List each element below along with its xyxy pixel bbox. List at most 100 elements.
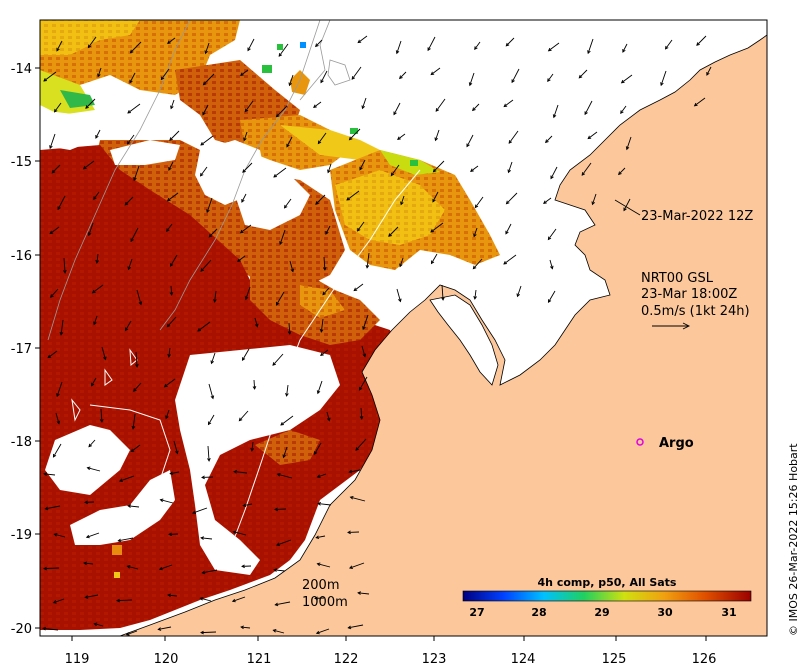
current-arrow-head [358, 386, 363, 391]
land-mass [119, 20, 767, 636]
current-arrow-head [254, 323, 259, 328]
current-arrow [360, 407, 363, 420]
current-arrow [43, 567, 60, 570]
current-arrow-head [157, 627, 162, 631]
current-arrow [314, 442, 322, 455]
current-arrow [313, 101, 322, 108]
current-arrow [275, 601, 291, 606]
current-arrow [621, 74, 633, 84]
current-arrow [353, 283, 364, 291]
depth-200-label: 200m [302, 578, 339, 593]
current-arrow [620, 105, 627, 114]
current-arrow [160, 499, 174, 504]
current-arrow-head [82, 165, 87, 170]
current-arrow [435, 98, 446, 112]
current-arrow-head [202, 81, 207, 86]
current-arrow-head [275, 301, 280, 306]
current-arrow [315, 194, 326, 205]
current-arrow [349, 128, 361, 140]
current-arrow-head [166, 323, 171, 328]
current-arrow-head [95, 259, 99, 264]
current-arrow [587, 131, 598, 139]
current-arrow-head [430, 71, 435, 76]
current-arrow [289, 260, 294, 272]
current-arrow [587, 38, 594, 54]
current-arrow-head [247, 47, 251, 52]
current-arrow [326, 411, 330, 421]
current-arrow [399, 71, 407, 79]
current-arrow-head [117, 538, 122, 543]
y-tick-label: -18 [11, 435, 32, 450]
colorbar: 4h comp, p50, All Sats 27 28 29 30 31 [462, 576, 752, 619]
current-arrow [241, 626, 251, 629]
current-arrow-head [166, 228, 170, 233]
current-arrow [241, 193, 247, 203]
current-arrow [279, 229, 286, 245]
argo-label: Argo [659, 436, 694, 451]
current-arrow-head [359, 166, 363, 171]
current-arrow [435, 129, 440, 141]
current-arrow-head [430, 229, 435, 233]
current-arrow [553, 104, 559, 118]
current-arrow-head [168, 532, 172, 537]
current-arrow [63, 257, 66, 273]
current-arrow [358, 592, 370, 595]
current-arrow [240, 224, 252, 234]
current-arrow-head [204, 50, 208, 55]
current-arrow-head [290, 268, 295, 273]
current-arrow-head [320, 79, 324, 84]
x-tick-label: 126 [692, 652, 717, 667]
current-arrow [97, 67, 102, 77]
current-arrow-head [199, 597, 204, 601]
current-arrow [349, 562, 365, 569]
current-arrow-head [206, 209, 210, 214]
current-arrow-head [620, 110, 624, 115]
current-arrow [396, 40, 402, 54]
king-sound [429, 294, 499, 386]
y-tick-label: -20 [11, 622, 32, 637]
current-arrow-head [362, 353, 367, 358]
current-arrow [200, 597, 212, 602]
current-arrow [93, 191, 100, 200]
current-arrow [317, 132, 327, 144]
current-arrow-head [44, 506, 49, 511]
current-arrow-head [348, 565, 353, 569]
current-arrow [170, 471, 180, 475]
current-arrow-head [116, 598, 120, 603]
current-arrow [283, 446, 288, 458]
current-arrow [316, 535, 326, 539]
current-arrow [200, 259, 212, 272]
current-arrow-head [355, 447, 359, 451]
current-arrow [116, 599, 133, 602]
current-arrow-head [316, 390, 321, 395]
current-arrow [130, 227, 139, 242]
current-arrow-head [43, 566, 47, 571]
current-arrow-head [397, 136, 401, 140]
current-arrow [44, 473, 56, 476]
current-arrow [96, 253, 99, 263]
current-arrow [88, 222, 94, 236]
current-arrow-head [158, 566, 163, 571]
current-arrow [400, 195, 405, 205]
current-arrow [125, 320, 132, 331]
current-arrow-head [87, 232, 92, 237]
current-arrow-head [275, 113, 280, 118]
current-arrow [288, 322, 291, 335]
current-arrow-head [584, 111, 588, 116]
current-arrow-head [165, 415, 169, 420]
current-arrow-head [346, 197, 351, 201]
current-arrow [93, 315, 98, 325]
current-arrow-head [130, 448, 135, 453]
current-arrow [289, 74, 294, 86]
current-arrow [286, 136, 293, 147]
current-arrow-head [395, 50, 400, 55]
current-arrow [505, 37, 515, 47]
current-arrow-head [357, 39, 362, 44]
current-arrow [430, 222, 444, 233]
current-arrow-head [432, 198, 436, 203]
current-arrow [362, 314, 369, 330]
current-arrow-head [581, 172, 586, 176]
colorbar-gradient [462, 590, 752, 602]
current-arrow [85, 594, 99, 598]
current-arrow-head [86, 466, 91, 471]
